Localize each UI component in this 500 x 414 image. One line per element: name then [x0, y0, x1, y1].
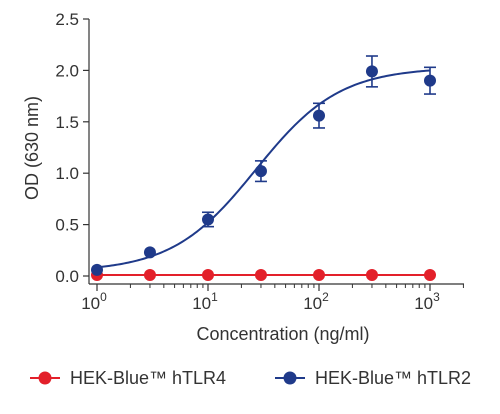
y-tick-label: 1.0: [55, 164, 79, 183]
legend-label: HEK-Blue™ hTLR2: [315, 368, 471, 388]
legend-marker: [283, 371, 297, 385]
y-tick-label: 2.0: [55, 61, 79, 80]
data-point: [424, 268, 436, 281]
x-tick-label: 100: [81, 290, 107, 313]
x-tick-label: 101: [192, 290, 218, 313]
data-point: [254, 165, 267, 178]
y-axis-ticks: 0.0 0.5 1.0 1.5 2.0 2.5: [55, 10, 89, 286]
x-axis-ticks: 100 101 102 103: [81, 284, 464, 313]
data-point: [254, 268, 267, 281]
y-tick-label: 1.5: [55, 113, 79, 132]
data-point: [424, 74, 436, 87]
data-point: [313, 268, 325, 281]
x-axis-label: Concentration (ng/ml): [196, 324, 369, 344]
data-point: [365, 268, 378, 281]
x-tick-label: 102: [303, 290, 329, 313]
data-point: [313, 109, 325, 122]
y-axis-label: OD (630 nm): [22, 96, 42, 200]
legend-item: HEK-Blue™ hTLR2: [275, 368, 471, 388]
data-point: [91, 263, 103, 276]
axes: [88, 19, 464, 285]
series-hek-blue-htlr2: [91, 55, 436, 276]
x-tick-label: 103: [414, 290, 440, 313]
y-tick-label: 0.0: [55, 267, 79, 286]
data-point: [202, 213, 214, 226]
data-point: [143, 246, 156, 259]
legend-item: HEK-Blue™ hTLR4: [30, 368, 226, 388]
series-layer: [91, 55, 436, 281]
data-point: [143, 268, 156, 281]
data-point: [365, 65, 378, 78]
y-tick-label: 0.5: [55, 216, 79, 235]
legend: HEK-Blue™ hTLR4 HEK-Blue™ hTLR2: [30, 368, 471, 388]
series-hek-blue-htlr4: [91, 268, 436, 281]
data-point: [202, 268, 214, 281]
legend-marker: [38, 371, 52, 385]
legend-label: HEK-Blue™ hTLR4: [70, 368, 226, 388]
y-tick-label: 2.5: [55, 10, 79, 29]
